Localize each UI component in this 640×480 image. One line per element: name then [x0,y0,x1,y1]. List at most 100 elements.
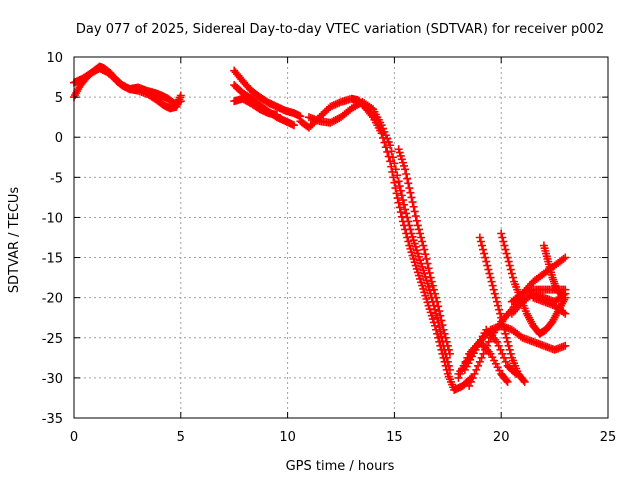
data-point [486,273,495,282]
data-point [492,337,501,346]
data-point [444,361,453,370]
data-point [406,225,415,234]
data-point [502,333,511,342]
gridlines [74,57,608,418]
data-point [498,233,507,242]
data-point [442,337,451,346]
data-point [481,345,490,354]
data-point [482,257,491,266]
data-point [488,281,497,290]
data-point [465,381,474,390]
data-point [319,109,328,118]
data-point [503,337,512,346]
data-point [508,273,517,282]
data-point [472,365,481,374]
data-markers [70,62,570,394]
series [497,229,570,338]
data-point [479,349,488,358]
data-point [392,189,401,198]
series [70,64,185,113]
y-tick-label: -30 [42,372,63,387]
data-point [507,269,516,278]
y-axis-ticks: -35 -30 -25 -20 -15 -10 -5 0 5 10 [42,51,608,427]
x-axis-ticks: 0 5 10 15 20 25 [70,57,616,445]
y-axis-title: SDTVAR / TECUs [7,187,22,294]
data-point [503,377,512,386]
data-point [474,361,483,370]
data-point [494,341,503,350]
data-point [498,317,507,326]
data-point [445,349,454,358]
data-point [393,194,402,203]
data-point [398,196,407,205]
data-point [559,254,568,263]
data-point [397,191,406,200]
data-point [506,349,515,358]
data-point [381,143,390,152]
y-tick-label: 10 [46,51,63,66]
data-point [491,293,500,302]
data-point [440,329,449,338]
data-point [503,253,512,262]
data-point [434,302,443,311]
data-point [495,305,504,314]
data-point [391,184,400,193]
data-point [418,237,427,246]
data-point [411,212,420,221]
data-point [501,357,510,366]
data-point [441,333,450,342]
data-point [401,205,410,214]
series [394,145,454,358]
data-point [501,245,510,254]
data-point [442,353,451,362]
data-point [403,174,412,183]
data-point [439,325,448,334]
data-point [409,202,418,211]
data-point [481,253,490,262]
data-point [435,307,444,316]
data-point [390,178,399,187]
data-point [475,357,484,366]
y-tick-label: -15 [42,252,63,267]
data-point [496,345,505,354]
data-point [504,341,513,350]
data-point [404,217,413,226]
data-point [402,209,411,218]
data-point [416,229,425,238]
data-point [394,177,403,186]
y-tick-label: -20 [42,292,63,307]
data-point [505,261,514,270]
data-point [394,198,403,207]
data-point [404,237,413,246]
data-point [561,309,570,318]
data-point [500,241,509,250]
data-point [490,289,499,298]
data-point [423,259,432,268]
series [454,321,570,378]
data-point [403,213,412,222]
plot-frame [73,56,609,419]
data-point [489,285,498,294]
data-point [470,369,479,378]
y-tick-label: 0 [55,131,63,146]
data-point [561,253,570,262]
data-point [393,171,402,180]
data-point [499,321,508,330]
data-point [395,182,404,191]
data-point [561,341,570,350]
data-point [402,169,411,178]
data-point [422,254,431,263]
data-point [437,316,446,325]
data-point [425,268,434,277]
data-point [391,165,400,174]
data-point [492,297,501,306]
series [529,293,570,318]
series [230,94,281,119]
data-point [176,91,185,100]
data-point [413,221,422,230]
data-point [333,99,342,108]
data-point [326,102,335,111]
data-point [443,357,452,366]
y-tick-label: -5 [50,171,63,186]
data-point [417,233,426,242]
